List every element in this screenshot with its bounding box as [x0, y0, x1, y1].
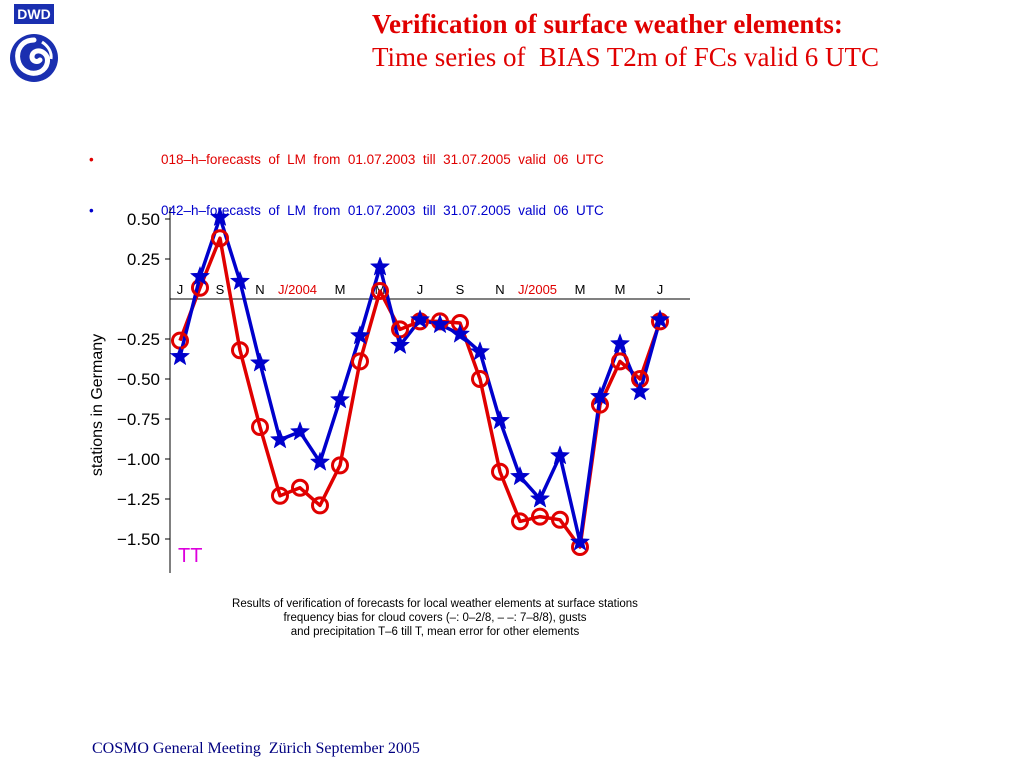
data-point-042h [449, 323, 471, 343]
month-label: J/2005 [518, 282, 557, 297]
legend-marker-042h: • [89, 203, 94, 218]
month-label: S [456, 282, 465, 297]
footer-text: COSMO General Meeting Zürich September 2… [92, 740, 420, 757]
caption-line-2: frequency bias for cloud covers (–: 0–2/… [283, 612, 587, 624]
y-tick-label: −0.75 [117, 410, 160, 429]
data-point-018h [271, 486, 289, 505]
data-point-018h [551, 510, 569, 529]
month-label: N [255, 282, 264, 297]
page-subtitle: Time series of BIAS T2m of FCs valid 6 U… [372, 42, 880, 72]
data-point-042h [609, 333, 631, 353]
y-tick-label: −1.25 [117, 490, 160, 509]
logo-text: DWD [17, 6, 50, 22]
data-point-042h [269, 429, 291, 449]
data-point-018h [491, 462, 509, 481]
data-point-018h [371, 282, 389, 300]
data-point-042h [429, 313, 451, 334]
legend-marker-018h: • [89, 152, 94, 167]
data-point-018h [471, 370, 489, 388]
data-point-042h [409, 309, 431, 329]
dwd-logo: DWD [2, 2, 64, 86]
month-label: M [615, 282, 626, 297]
data-point-018h [211, 229, 229, 248]
caption-line-1: Results of verification of forecasts for… [232, 598, 638, 610]
data-point-018h [311, 496, 329, 515]
data-point-042h [469, 341, 491, 361]
legend-item-018h: • 018–h–forecasts of LM from 01.07.2003 t… [74, 134, 604, 185]
caption-line-3: and precipitation T–6 till T, mean error… [290, 626, 580, 638]
data-point-018h [511, 512, 529, 531]
month-label: J [657, 282, 664, 297]
month-label: J [417, 282, 424, 297]
data-point-042h [569, 531, 591, 551]
chart-caption: Results of verification of forecasts for… [150, 597, 720, 639]
data-point-018h [331, 456, 349, 475]
data-point-042h [289, 421, 311, 441]
bias-chart: 0.50 0.25 −0.25 −0.50 −0.75 −1.00 −1.25 −1.50 st… [70, 195, 710, 590]
data-point-042h [649, 309, 671, 329]
chart-annotation-tt: TT [178, 545, 202, 567]
chart-legend: • 018–h–forecasts of LM from 01.07.2003 t… [74, 134, 604, 236]
page-title: Verification of surface weather elements… [372, 9, 843, 39]
title-block: Verification of surface weather elements… [372, 8, 1022, 74]
series-line-042h [178, 215, 662, 544]
data-point-042h [309, 451, 331, 471]
month-label: M [335, 282, 346, 297]
chart-svg: 0.50 0.25 −0.25 −0.50 −0.75 −1.00 −1.25 −1.50 st… [89, 206, 690, 573]
y-tick-label: −0.25 [117, 330, 160, 349]
data-point-042h [389, 334, 411, 355]
data-point-018h [531, 507, 549, 526]
data-point-018h [351, 352, 369, 371]
data-point-042h [249, 352, 271, 372]
y-tick-label: 0.50 [127, 210, 160, 229]
data-point-042h [189, 265, 211, 286]
month-label: J [177, 282, 184, 297]
data-point-042h [549, 445, 571, 465]
y-axis-label: stations in Germany [89, 334, 106, 476]
data-point-042h [169, 345, 191, 366]
y-tick-label: 0.25 [127, 250, 160, 269]
data-point-042h [489, 409, 511, 430]
data-point-042h [529, 488, 551, 508]
month-label: M [575, 282, 586, 297]
data-point-042h [629, 381, 651, 401]
y-tick-label: −1.50 [117, 530, 160, 549]
legend-item-042h: • 042–h–forecasts of LM from 01.07.2003 t… [74, 185, 604, 236]
data-point-042h [589, 385, 611, 406]
legend-label-042h: 042–h–forecasts of LM from 01.07.2003 ti… [161, 203, 604, 218]
data-point-042h [509, 465, 531, 486]
data-point-042h [349, 325, 371, 345]
data-point-042h [329, 389, 351, 409]
data-point-042h [209, 206, 231, 227]
legend-label-018h: 018–h–forecasts of LM from 01.07.2003 ti… [161, 152, 604, 167]
data-point-042h [229, 270, 251, 291]
month-label: S [216, 282, 225, 297]
month-label: J/2004 [278, 282, 317, 297]
data-point-042h [369, 256, 391, 276]
data-point-018h [231, 341, 249, 360]
data-point-018h [611, 352, 629, 371]
data-point-018h [251, 418, 269, 436]
y-tick-label: −0.50 [117, 370, 160, 389]
data-point-018h [291, 478, 309, 497]
month-label: N [495, 282, 504, 297]
y-tick-label: −1.00 [117, 450, 160, 469]
